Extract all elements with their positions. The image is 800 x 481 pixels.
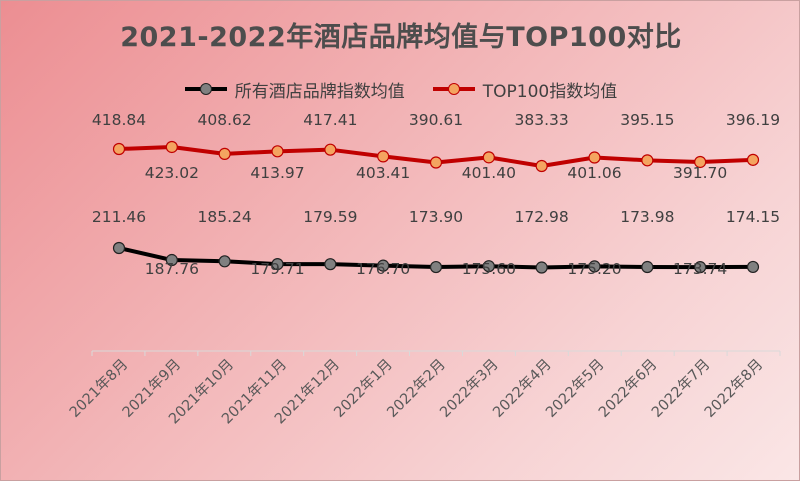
data-label: 185.24 <box>198 208 252 226</box>
data-point <box>377 150 390 163</box>
data-label: 383.33 <box>515 111 569 129</box>
data-label: 417.41 <box>303 111 357 129</box>
data-label: 172.98 <box>515 208 569 226</box>
data-point <box>165 253 178 267</box>
data-label: 418.84 <box>92 111 146 129</box>
data-label: 413.97 <box>250 164 304 182</box>
data-label: 391.70 <box>673 164 727 182</box>
legend-item-top100: TOP100指数均值 <box>432 77 618 102</box>
data-label: 173.98 <box>620 208 674 226</box>
data-point <box>746 153 760 166</box>
data-point <box>112 142 126 156</box>
data-label: 175.60 <box>462 260 516 278</box>
data-label: 173.74 <box>673 260 727 278</box>
data-point <box>429 156 443 169</box>
data-point <box>641 260 654 274</box>
chart-title: 2021-2022年酒店品牌均值与TOP100对比 <box>120 22 682 53</box>
data-label: 174.15 <box>726 208 780 226</box>
data-point <box>324 143 337 156</box>
data-label: 175.20 <box>567 260 621 278</box>
data-point <box>482 151 495 164</box>
data-label: 179.59 <box>303 208 357 226</box>
data-label: 423.02 <box>145 164 199 182</box>
data-point <box>218 147 231 160</box>
data-label: 211.46 <box>92 208 146 226</box>
data-label: 390.61 <box>409 111 463 129</box>
legend-swatch-all-brands <box>184 82 227 96</box>
legend-swatch-top100 <box>432 82 475 96</box>
legend: 所有酒店品牌指数均值 TOP100指数均值 <box>1 75 799 103</box>
data-point <box>588 151 601 164</box>
data-point <box>535 159 548 173</box>
data-label: 395.15 <box>620 111 674 129</box>
data-point <box>694 155 707 169</box>
data-label: 187.76 <box>145 260 199 278</box>
legend-label-all-brands: 所有酒店品牌指数均值 <box>234 81 405 102</box>
data-point <box>641 154 654 167</box>
data-point <box>588 260 601 273</box>
legend-item-all-brands: 所有酒店品牌指数均值 <box>184 77 405 102</box>
data-point <box>165 140 178 154</box>
data-label: 401.06 <box>567 164 621 182</box>
data-point <box>429 260 443 274</box>
data-label: 179.71 <box>250 260 304 278</box>
data-point <box>482 260 495 273</box>
legend-label-top100: TOP100指数均值 <box>482 81 618 102</box>
data-label: 173.90 <box>409 208 463 226</box>
data-point <box>271 145 284 158</box>
data-label: 176.70 <box>356 260 410 278</box>
data-point <box>535 261 548 274</box>
data-point <box>746 260 760 274</box>
data-label: 408.62 <box>198 111 252 129</box>
data-point <box>218 255 231 268</box>
data-point <box>377 259 390 272</box>
data-label: 401.40 <box>462 164 516 182</box>
data-point <box>271 258 284 271</box>
data-point <box>694 261 707 274</box>
data-point <box>324 258 337 271</box>
data-point <box>112 241 126 255</box>
data-label: 396.19 <box>726 111 780 129</box>
data-label: 403.41 <box>356 164 410 182</box>
